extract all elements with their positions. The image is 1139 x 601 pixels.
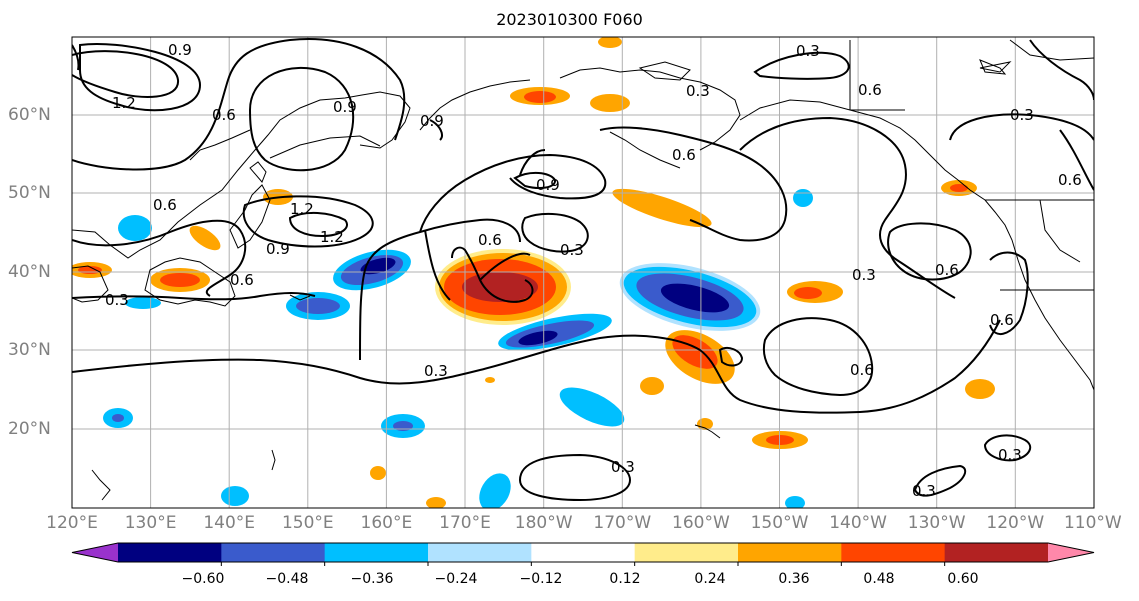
gridlines [72,37,1094,508]
contour-label: 0.3 [611,458,635,476]
colorbar-tick-label: −0.12 [519,571,563,587]
colorbar-extend-max [1048,543,1094,562]
contour-label: 0.6 [850,361,874,379]
lat-label: 20°N [8,419,51,439]
contour-label: 0.3 [912,482,936,500]
lat-label: 40°N [8,262,51,282]
contours [72,38,1094,502]
colorbar-extend-min [72,543,118,562]
contour-label: 1.2 [112,94,136,112]
contour-label: 0.9 [420,112,444,130]
contour-label: 0.9 [168,41,192,59]
contour-label: 0.3 [424,362,448,380]
lon-label: 120°E [46,513,98,533]
contour-label: 0.6 [990,311,1014,329]
colorbar-tick-label: −0.60 [181,571,225,587]
contour-label: 0.6 [672,146,696,164]
contour-label: 0.6 [230,271,254,289]
colorbar-tick-label: 0.24 [694,571,726,587]
colorbar-tick-label: 0.48 [863,571,895,587]
contour-label: 0.6 [935,261,959,279]
colorbar-segment [634,543,739,562]
lon-label: 150°E [281,513,334,533]
lon-label: 180°W [514,513,573,533]
colorbar-tick-label: 0.12 [609,571,641,587]
contour-label: 0.3 [998,446,1022,464]
contour-label: 0.3 [852,266,876,284]
colorbar-tick-label: −0.48 [265,571,309,587]
colorbar-segment [841,543,946,562]
lon-label: 130°W [907,513,966,533]
contour-label: 0.6 [212,106,236,124]
contour-label: 0.3 [560,241,584,259]
contour-label: 1.2 [320,228,344,246]
colorbar-segment [531,543,636,562]
lon-label: 110°W [1063,513,1122,533]
contour-label: 0.9 [536,176,560,194]
contour-label: 0.6 [478,231,502,249]
lat-label: 50°N [8,183,51,203]
lon-label: 170°W [593,513,652,533]
contour-label: 0.9 [333,98,357,116]
contour-label: 0.3 [686,82,710,100]
lat-label: 30°N [8,340,51,360]
lon-label: 120°W [986,513,1045,533]
contour-label: 0.6 [858,81,882,99]
colorbar [71,542,1095,566]
lon-label: 160°W [672,513,730,533]
lon-label: 150°W [750,513,809,533]
lon-label: 170°E [439,513,491,533]
colorbar-segment [428,543,532,562]
colorbar-tick-label: 0.60 [947,571,979,587]
contour-label: 0.6 [153,196,177,214]
lon-label: 160°E [360,513,413,533]
colorbar-tick-label: −0.24 [434,571,478,587]
colorbar-segment [118,543,222,562]
lon-label: 130°E [124,513,177,533]
contour-label: 0.3 [796,42,820,60]
contour-label: 0.3 [105,291,129,309]
lon-label: 140°E [203,513,256,533]
colorbar-segment [324,543,429,562]
contour-labels: 0.9 1.2 0.6 0.9 0.3 0.6 0.3 0.9 1.2 1.2 … [105,41,1082,500]
colorbar-tick-label: 0.36 [778,571,810,587]
lat-label: 60°N [8,105,51,125]
colorbar-tick-label: −0.36 [350,571,394,587]
map-title: 2023010300 F060 [496,10,643,29]
colorbar-outline [71,542,1095,563]
colorbar-segment [221,543,326,562]
contour-label: 0.9 [266,240,290,258]
lon-label: 140°W [829,513,887,533]
colorbar-segment [944,543,1049,562]
colorbar-segment [738,543,842,562]
map-frame [71,36,1095,509]
contour-label: 0.6 [1058,171,1082,189]
contour-label: 0.3 [1010,106,1034,124]
contour-label: 1.2 [290,200,314,218]
